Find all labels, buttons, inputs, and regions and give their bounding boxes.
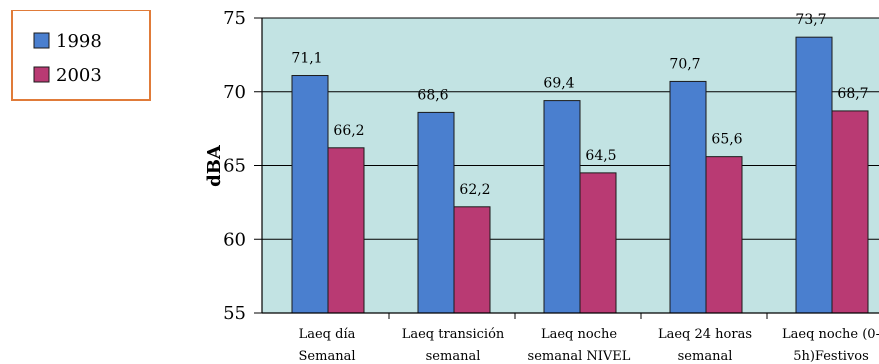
data-label: 66,2 xyxy=(333,123,364,139)
bar-2003 xyxy=(705,156,743,314)
bar-2003 xyxy=(831,110,869,314)
legend-label: 1998 xyxy=(56,31,102,52)
y-tick-labels: 55 60 65 70 75 xyxy=(223,8,246,324)
legend-swatch-1998 xyxy=(33,32,50,49)
y-tick-label: 55 xyxy=(223,303,246,324)
x-tick-label: Laeq transición xyxy=(402,327,505,342)
y-tick-label: 60 xyxy=(223,229,246,250)
data-label: 68,7 xyxy=(837,86,868,102)
axes xyxy=(261,18,879,319)
bar-1998 xyxy=(543,100,581,314)
bar-2003 xyxy=(453,206,491,314)
data-labels: 71,1 66,2 68,6 62,2 69,4 64,5 70,7 65,6 73,7 68,7 xyxy=(291,12,868,198)
category-labels: Laeq día Semanal Laeq transición semanal Lae… xyxy=(299,327,879,364)
data-label: 64,5 xyxy=(585,148,616,164)
x-tick-label: Laeq día xyxy=(299,327,356,342)
data-label: 70,7 xyxy=(669,56,700,72)
bar-1998 xyxy=(795,36,833,314)
legend-label: 2003 xyxy=(56,65,102,86)
data-label: 62,2 xyxy=(459,182,490,198)
x-tick-label: Laeq noche (0- xyxy=(782,327,879,342)
bars xyxy=(291,36,869,314)
data-label: 73,7 xyxy=(795,12,826,28)
bar-2003 xyxy=(327,147,365,314)
legend-box xyxy=(11,9,151,101)
x-tick-label: Laeq noche xyxy=(541,327,617,342)
x-tick-label: semanal xyxy=(678,349,733,364)
y-axis-label: dBA xyxy=(204,144,225,187)
data-label: 69,4 xyxy=(543,76,574,92)
bar-2003 xyxy=(579,172,617,314)
y-tick-label: 65 xyxy=(223,156,246,177)
bar-1998 xyxy=(417,111,455,314)
data-label: 65,6 xyxy=(711,132,742,148)
x-tick-label: semanal xyxy=(426,349,481,364)
data-label: 68,6 xyxy=(417,87,448,103)
x-tick-label: 5h)Festivos xyxy=(793,349,869,364)
bar-1998 xyxy=(669,80,707,314)
legend: 1998 2003 xyxy=(10,0,152,101)
y-tick-label: 70 xyxy=(223,82,246,103)
data-label: 71,1 xyxy=(291,51,322,67)
legend-swatch-2003 xyxy=(33,66,50,83)
x-tick-label: Laeq 24 horas xyxy=(658,327,752,342)
y-tick-label: 75 xyxy=(223,8,246,29)
bar-1998 xyxy=(291,75,329,314)
x-tick-label: Semanal xyxy=(299,349,356,364)
x-tick-label: semanal NIVEL xyxy=(528,349,631,364)
